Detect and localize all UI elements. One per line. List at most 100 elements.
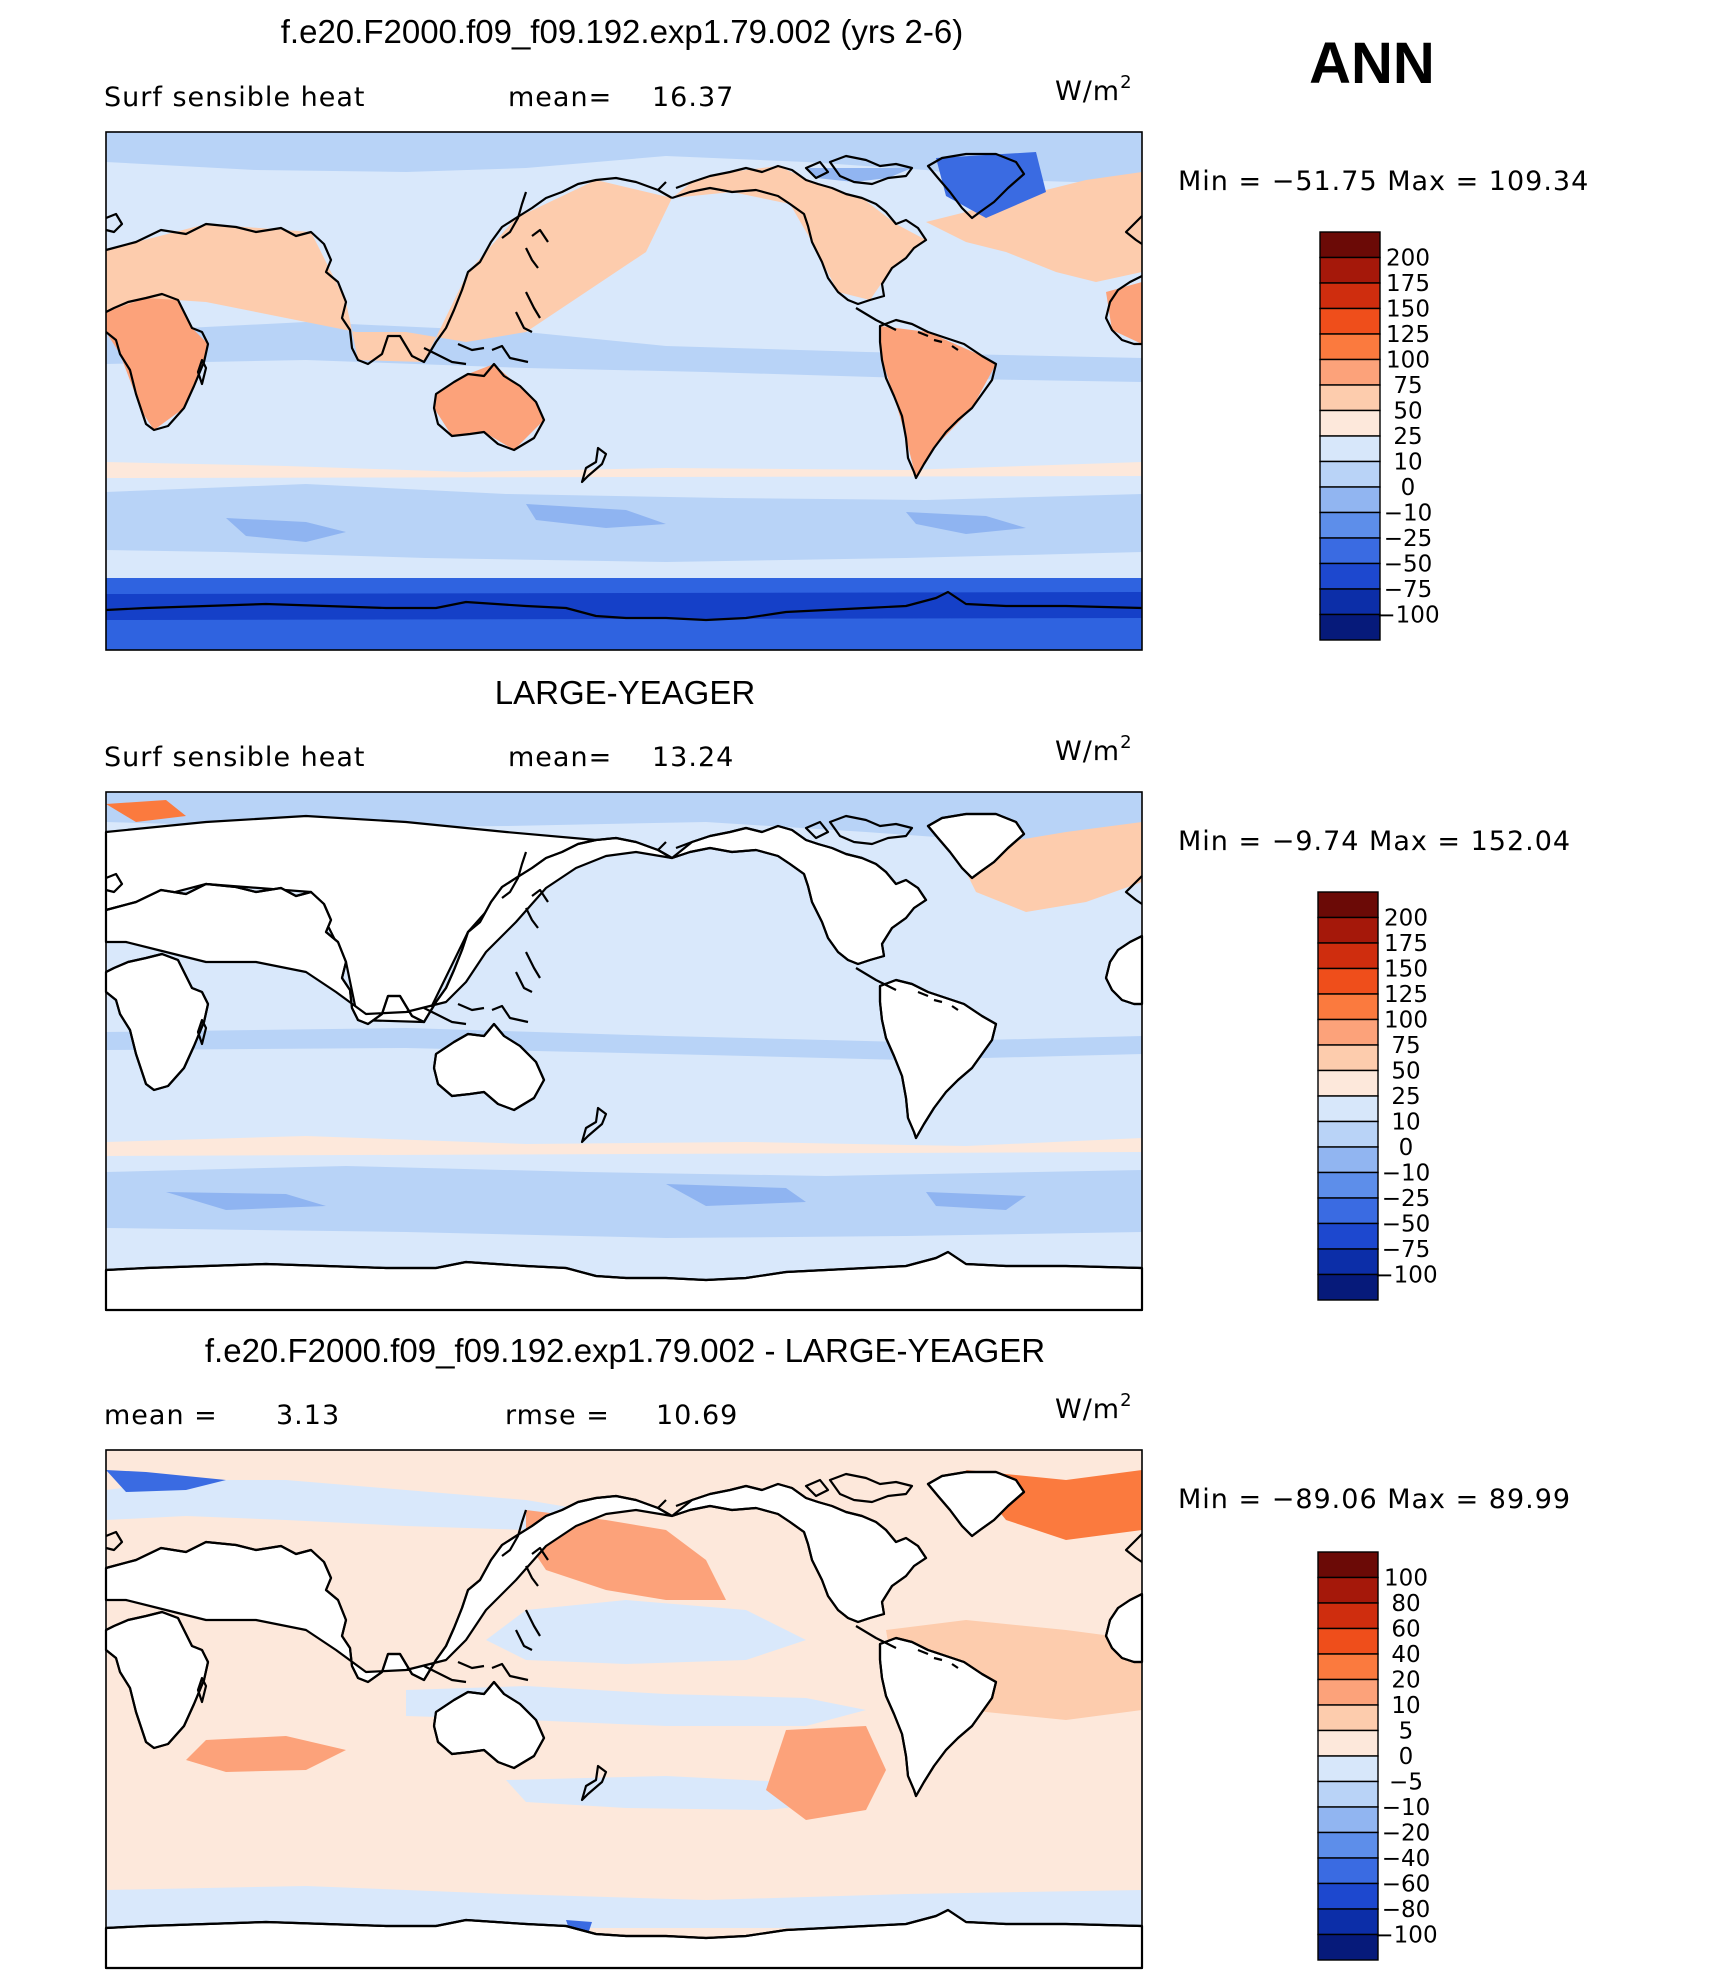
- colorbar-swatch: [1319, 358, 1381, 386]
- colorbar-tick-label: 20: [1391, 1668, 1420, 1694]
- colorbar-swatch: [1317, 1729, 1379, 1757]
- colorbar-swatch: [1317, 1273, 1379, 1301]
- panel1-variable-label: Surf sensible heat: [104, 82, 366, 113]
- panel1-mean-value: 16.37: [652, 82, 734, 113]
- colorbar-swatch: [1317, 1095, 1379, 1123]
- colorbar-tick-label: 10: [1391, 1693, 1420, 1719]
- panel2-title: LARGE-YEAGER: [495, 674, 755, 711]
- colorbar-tick-label: −50: [1382, 1212, 1431, 1238]
- colorbar-tick-label: −10: [1382, 1161, 1431, 1187]
- colorbar-tick-label: −20: [1382, 1821, 1431, 1847]
- colorbar-swatch: [1317, 1704, 1379, 1732]
- colorbar-tick-label: 200: [1386, 246, 1430, 272]
- colorbar-tick-label: 10: [1391, 1110, 1420, 1136]
- panel1-units: W/m2: [1055, 72, 1133, 107]
- colorbar-swatch: [1317, 1044, 1379, 1072]
- colorbar-swatch: [1317, 1882, 1379, 1910]
- colorbar-tick-label: −25: [1382, 1186, 1431, 1212]
- colorbar-swatch: [1317, 916, 1379, 944]
- colorbar-tick-label: 200: [1384, 906, 1428, 932]
- colorbar-swatch: [1319, 333, 1381, 361]
- colorbar-tick-label: 125: [1386, 322, 1430, 348]
- panel2-minmax: Min = −9.74 Max = 152.04: [1178, 826, 1571, 857]
- colorbar-swatch: [1319, 460, 1381, 488]
- colorbar-tick-label: −100: [1374, 1923, 1437, 1949]
- colorbar-swatch: [1317, 1018, 1379, 1046]
- colorbar-swatch: [1319, 537, 1381, 565]
- panel3-rmse-label: rmse =: [505, 1400, 610, 1431]
- colorbar-tick-label: −75: [1382, 1237, 1431, 1263]
- colorbar-swatch: [1317, 1197, 1379, 1225]
- colorbar-tick-label: 80: [1391, 1591, 1420, 1617]
- colorbar-swatch: [1319, 256, 1381, 284]
- panel3-units: W/m2: [1055, 1390, 1133, 1425]
- colorbar-swatch: [1317, 1069, 1379, 1097]
- panel3-mean-value: 3.13: [276, 1400, 340, 1431]
- colorbar-tick-label: 100: [1384, 1566, 1428, 1592]
- colorbar-swatch: [1319, 588, 1381, 616]
- colorbar-tick-label: −80: [1382, 1897, 1431, 1923]
- panel1-mean-label: mean=: [508, 82, 612, 113]
- colorbar-swatch: [1317, 1146, 1379, 1174]
- colorbar-swatch: [1317, 1120, 1379, 1148]
- panel3-rmse-value: 10.69: [656, 1400, 738, 1431]
- colorbar-tick-label: 75: [1393, 373, 1422, 399]
- colorbar-swatch: [1319, 282, 1381, 310]
- colorbar-tick-label: 40: [1391, 1642, 1420, 1668]
- colorbar-swatch: [1317, 1576, 1379, 1604]
- colorbar-tick-label: 75: [1391, 1033, 1420, 1059]
- colorbar-swatch: [1317, 1171, 1379, 1199]
- panel1-title: f.e20.F2000.f09_f09.192.exp1.79.002 (yrs…: [281, 13, 963, 50]
- colorbar-tick-label: 0: [1399, 1744, 1414, 1770]
- panel2-mean-label: mean=: [508, 742, 612, 773]
- panel3-map: [104, 1449, 1144, 1970]
- colorbar-tick-label: 50: [1393, 399, 1422, 425]
- colorbar-swatch: [1319, 511, 1381, 539]
- panel2-variable-label: Surf sensible heat: [104, 742, 366, 773]
- colorbar-tick-label: 125: [1384, 982, 1428, 1008]
- colorbar-tick-label: −10: [1382, 1795, 1431, 1821]
- colorbar-tick-label: 0: [1399, 1135, 1414, 1161]
- colorbar-tick-label: −40: [1382, 1846, 1431, 1872]
- colorbar-tick-label: 100: [1384, 1008, 1428, 1034]
- colorbar-swatch: [1317, 1248, 1379, 1276]
- colorbar-tick-label: −5: [1389, 1770, 1423, 1796]
- colorbar-tick-label: −75: [1384, 577, 1433, 603]
- colorbar-swatch: [1317, 1857, 1379, 1885]
- colorbar-swatch: [1317, 1678, 1379, 1706]
- colorbar-tick-label: −10: [1384, 501, 1433, 527]
- colorbar-swatch: [1317, 1653, 1379, 1681]
- colorbar-tick-label: 25: [1391, 1084, 1420, 1110]
- colorbar-swatch: [1317, 967, 1379, 995]
- colorbar-swatch: [1317, 1627, 1379, 1655]
- colorbar-tick-label: −100: [1376, 603, 1439, 629]
- colorbar-tick-label: −60: [1382, 1872, 1431, 1898]
- panel2-units: W/m2: [1055, 732, 1133, 767]
- colorbar-tick-label: 175: [1386, 271, 1430, 297]
- colorbar-swatch: [1317, 1933, 1379, 1961]
- colorbar-tick-label: −25: [1384, 526, 1433, 552]
- panel1-minmax: Min = −51.75 Max = 109.34: [1178, 166, 1589, 197]
- colorbar-swatch: [1319, 435, 1381, 463]
- colorbar-tick-label: 175: [1384, 931, 1428, 957]
- colorbar-swatch: [1317, 1551, 1379, 1579]
- colorbar-swatch: [1317, 1831, 1379, 1859]
- colorbar-swatch: [1317, 1780, 1379, 1808]
- colorbar-tick-label: −100: [1374, 1263, 1437, 1289]
- colorbar-swatch: [1319, 562, 1381, 590]
- colorbar-tick-label: 10: [1393, 450, 1422, 476]
- panel3-mean-label: mean =: [104, 1400, 218, 1431]
- colorbar-tick-label: 60: [1391, 1617, 1420, 1643]
- panel2-mean-value: 13.24: [652, 742, 734, 773]
- colorbar-tick-label: −50: [1384, 552, 1433, 578]
- colorbar-swatch: [1317, 1602, 1379, 1630]
- panel3-title: f.e20.F2000.f09_f09.192.exp1.79.002 - LA…: [205, 1332, 1045, 1369]
- colorbar-swatch: [1319, 231, 1381, 259]
- colorbar-swatch: [1319, 307, 1381, 335]
- colorbar-swatch: [1317, 1222, 1379, 1250]
- colorbar-swatch: [1319, 486, 1381, 514]
- colorbar-swatch: [1317, 891, 1379, 919]
